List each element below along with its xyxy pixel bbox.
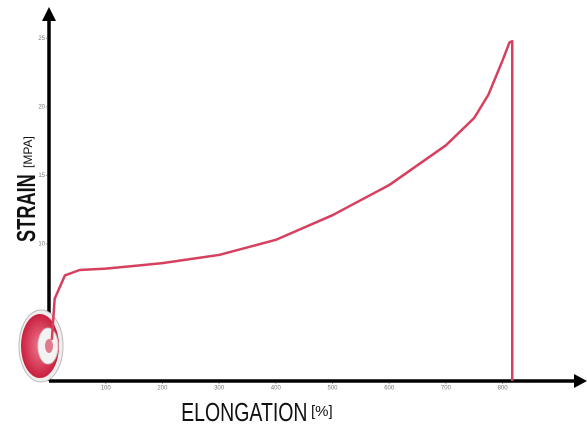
x-title: ELONGATION [%] [181,397,333,426]
y-tick-label: 10 [38,242,45,248]
x-axis-arrow [574,374,587,388]
x-tick-label: 800 [498,386,509,392]
y-title: STRAIN [MPA] [12,136,41,242]
y-axis-arrow [42,7,56,21]
y-label-unit: [MPA] [21,136,35,168]
x-tick-label: 700 [441,386,452,392]
x-label: ELONGATION [181,397,307,426]
spool-icon [18,309,64,383]
x-tick-label: 200 [157,386,168,392]
x-tick-label: 600 [384,386,395,392]
stress-curve [50,39,514,381]
y-label: STRAIN [12,174,41,242]
y-tick-label: 25 [38,36,45,42]
x-tick-label: 300 [214,386,225,392]
x-label-unit: [%] [311,403,333,420]
y-tick-label: 15 [38,173,45,179]
x-tick-label: 400 [271,386,282,392]
x-tick-label: 500 [328,386,339,392]
x-tick-label: 100 [101,386,112,392]
y-tick-label: 20 [38,105,45,111]
